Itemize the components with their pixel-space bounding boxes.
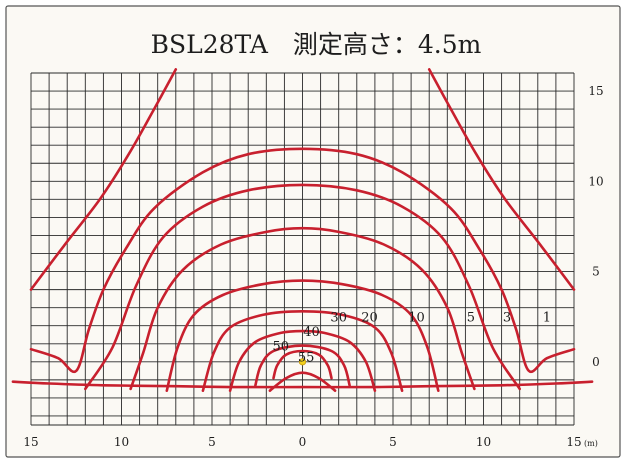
contour-label-10: 10 [408,311,425,326]
x-tick-label: 5 [208,435,216,449]
contour-label-5: 5 [467,311,475,326]
contour-line-10 [84,183,521,391]
contour-label-50: 50 [273,340,290,355]
contour-line-1 [11,380,594,389]
contour-line-20 [129,226,476,391]
x-tick-label: 10 [476,435,491,449]
contour-labels: 1 3 5 10 20 30 40 50 55 [273,311,551,366]
y-tick-label: 10 [588,174,603,188]
contour-line-3 [427,68,576,291]
contour-label-40: 40 [303,325,320,340]
contour-label-20: 20 [361,311,378,326]
contour-line-5 [29,147,576,374]
chart-frame [5,5,621,458]
light-source-dot [298,358,307,366]
x-tick-label: 15 [566,435,581,449]
y-tick-label: 15 [588,84,603,98]
x-tick-label: 5 [389,435,397,449]
contour-label-30: 30 [330,311,347,326]
y-tick-label: 0 [592,355,600,369]
contour-line-55 [272,349,333,380]
y-axis-ticks: 15 10 5 0 [588,84,603,369]
x-axis-ticks: 15 10 5 0 5 10 15 [23,435,581,449]
contour-line-30 [165,279,440,392]
contour-lines [11,68,594,392]
contour-line-50 [254,344,351,387]
contour-label-3: 3 [503,311,511,326]
light-source-marker [298,358,307,366]
x-tick-label: 10 [114,435,129,449]
contour-line-40 [228,329,377,392]
x-axis-unit: (m) [584,439,598,448]
contour-line [201,310,404,392]
contour-label-55: 55 [298,350,315,365]
contour-line [268,371,337,392]
chart-title: BSL28TA 測定高さ：4.5m [151,30,482,59]
contour-label-1: 1 [543,311,551,326]
contour-line-3 [29,68,178,291]
x-tick-label: 15 [23,435,38,449]
y-tick-label: 5 [592,265,600,279]
x-tick-label: 0 [299,435,307,449]
